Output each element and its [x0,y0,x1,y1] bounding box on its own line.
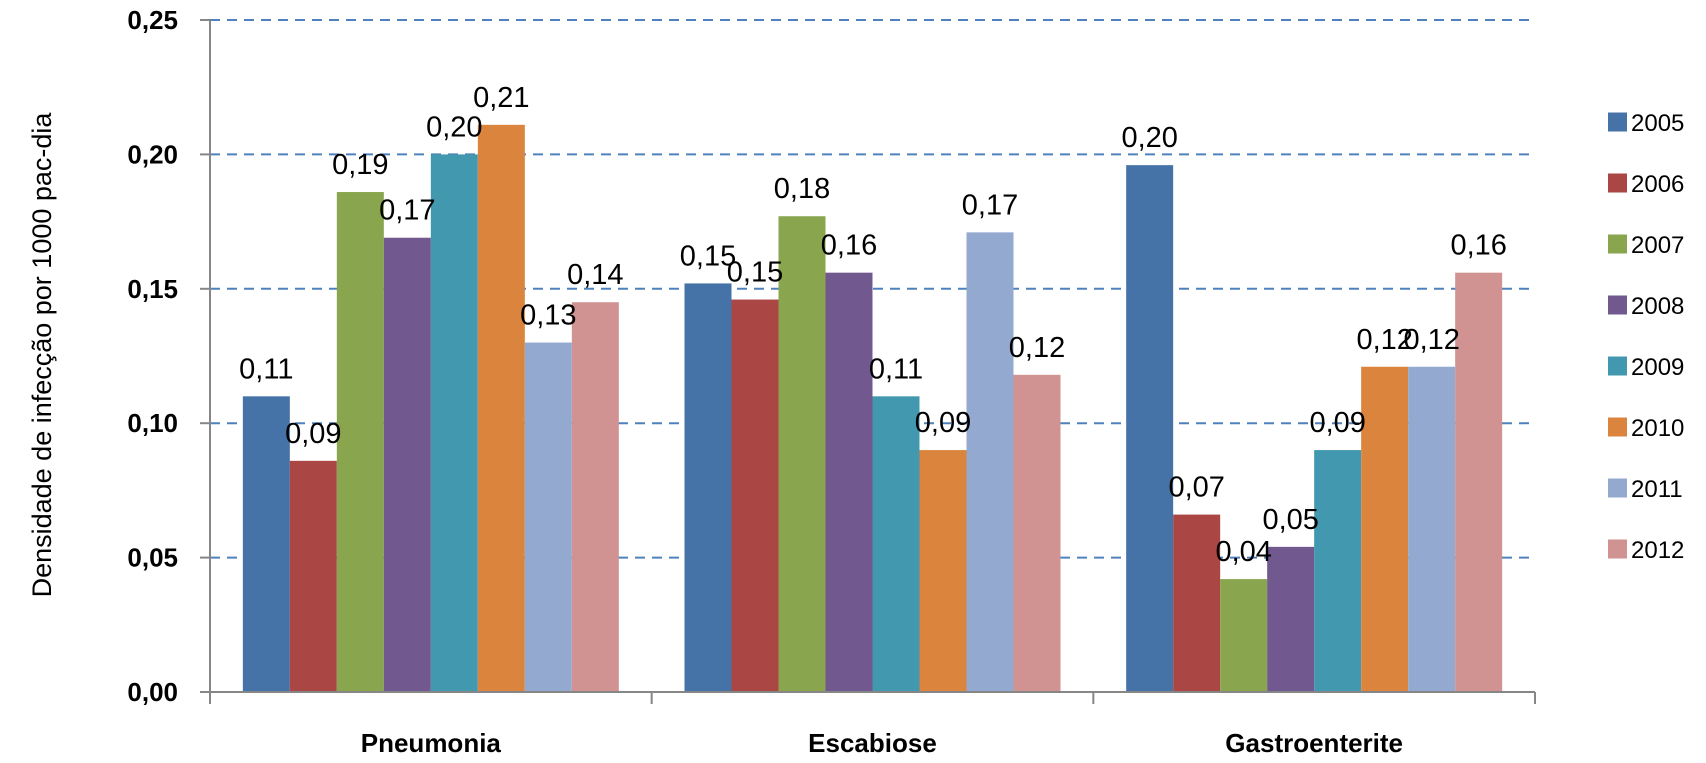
y-axis-title: Densidade de infecção por 1000 pac-dia [27,112,57,598]
bar-2008-gastroenterite [1267,546,1315,692]
data-label: 0,21 [473,82,529,114]
legend-swatch [1608,539,1627,559]
bar-2011-gastroenterite [1408,366,1456,692]
y-tick-label: 0,25 [127,5,178,35]
bar-2007-escabiose [778,216,826,692]
data-label: 0,07 [1168,472,1224,504]
data-labels: 0,11 0,15 0,20 0,09 0,15 0,07 0,19 0,18 0,04 0,17… [239,82,1507,568]
data-label: 0,09 [915,407,971,439]
legend-swatch [1608,478,1627,498]
legend-swatch [1608,112,1627,132]
bar-2012-gastroenterite [1455,272,1503,692]
legend-label: 2009 [1631,354,1684,381]
bar-2012-pneumonia [571,302,619,692]
bar-2005-escabiose [684,283,732,692]
bar-2010-pneumonia [477,124,525,692]
data-label: 0,09 [1309,407,1365,439]
data-label: 0,12 [1009,332,1065,364]
bar-2006-gastroenterite [1173,514,1221,692]
bar-2008-pneumonia [383,237,431,692]
bar-2007-gastroenterite [1220,579,1268,692]
bar-2008-escabiose [825,272,873,692]
legend-swatch [1608,173,1627,193]
data-label: 0,11 [239,353,293,385]
bar-2011-pneumonia [524,342,572,692]
data-label: 0,14 [567,259,623,291]
legend-swatch [1608,417,1627,437]
bar-2012-escabiose [1013,374,1061,692]
data-label: 0,04 [1215,536,1271,568]
bar-2009-escabiose [872,396,920,692]
data-label: 0,20 [426,111,482,143]
bar-2010-gastroenterite [1361,366,1409,692]
bar-2009-pneumonia [430,154,478,692]
bars [242,124,1503,693]
data-label: 0,18 [774,173,830,205]
data-label: 0,16 [821,230,877,262]
y-tick-label: 0,00 [127,677,178,707]
data-label: 0,17 [962,189,1018,221]
bar-2010-escabiose [919,450,967,692]
category-label: Gastroenterite [1225,728,1403,758]
legend-label: 2006 [1631,171,1684,198]
y-tick-label: 0,15 [127,274,178,304]
data-label: 0,13 [520,300,576,332]
bar-2006-pneumonia [289,460,337,692]
bar-2006-escabiose [731,299,779,692]
bar-2011-escabiose [966,232,1014,693]
y-tick-label: 0,10 [127,408,178,438]
data-label: 0,15 [727,257,783,289]
data-label: 0,09 [285,418,341,450]
data-label: 0,12 [1403,324,1459,356]
bar-2005-pneumonia [242,396,290,692]
data-label: 0,20 [1121,122,1177,154]
legend-swatch [1608,356,1627,376]
legend-label: 2007 [1631,232,1684,259]
data-label: 0,05 [1262,504,1318,536]
bar-2009-gastroenterite [1314,450,1362,692]
data-label: 0,12 [1356,324,1412,356]
y-tick-label: 0,20 [127,139,178,169]
legend: 2005 2006 2007 2008 2009 2010 2011 2012 [1608,110,1684,564]
data-label: 0,11 [869,353,923,385]
legend-label: 2005 [1631,110,1684,137]
legend-label: 2008 [1631,293,1684,320]
y-tick-label: 0,05 [127,543,178,573]
legend-swatch [1608,234,1627,254]
legend-label: 2010 [1631,415,1684,442]
data-label: 0,17 [379,195,435,227]
legend-label: 2012 [1631,537,1684,564]
category-label: Pneumonia [361,728,502,758]
data-label: 0,15 [680,240,736,272]
data-label: 0,16 [1450,230,1506,262]
legend-swatch [1608,295,1627,315]
legend-label: 2011 [1631,476,1683,503]
axes: 0,00 0,05 0,10 0,15 0,20 0,25 Pneumonia Escabio… [127,5,1536,758]
bar-2005-gastroenterite [1126,165,1174,693]
data-label: 0,19 [332,149,388,181]
category-label: Escabiose [808,728,937,758]
bar-2007-pneumonia [336,192,384,693]
